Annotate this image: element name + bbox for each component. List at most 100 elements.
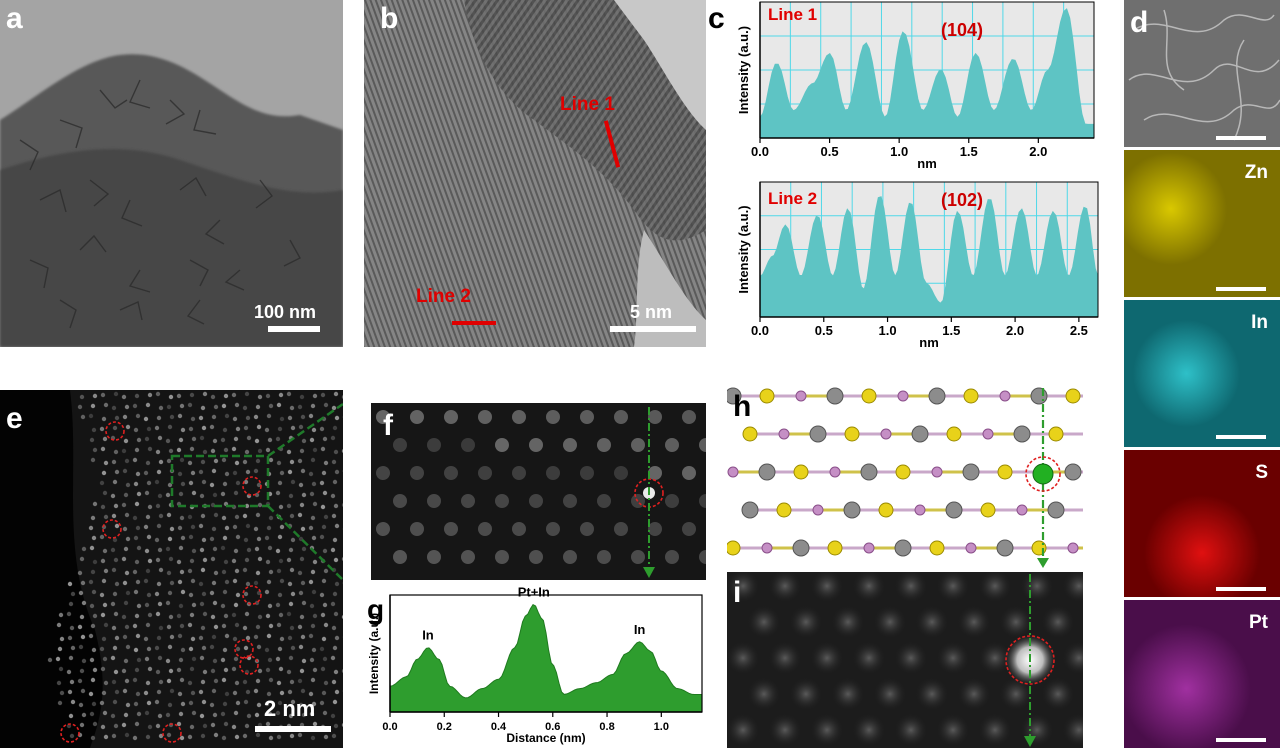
atom-column xyxy=(244,723,250,729)
atom-column xyxy=(99,700,105,706)
atom-column xyxy=(67,581,73,587)
atom-column xyxy=(135,525,141,531)
atom-column xyxy=(133,647,139,653)
atom-column xyxy=(223,667,229,673)
atom-column xyxy=(165,438,171,444)
atom-column xyxy=(79,722,85,728)
x-tick-label: 0.0 xyxy=(751,144,769,159)
atom-column xyxy=(614,522,628,536)
atom-column xyxy=(461,438,475,452)
atom-column xyxy=(301,600,307,606)
atom-column xyxy=(81,712,87,718)
atom-column xyxy=(212,600,218,606)
atom-column xyxy=(331,405,337,411)
simulated-atom xyxy=(1020,713,1054,747)
atom-column xyxy=(135,691,141,697)
haadf-illustration xyxy=(1124,0,1280,147)
atom-column xyxy=(312,721,318,727)
atom-column xyxy=(444,410,458,424)
atom-column xyxy=(133,701,139,707)
panel-c-label: c xyxy=(708,2,725,35)
atom-column xyxy=(232,636,238,642)
panel-b-label: b xyxy=(380,2,399,35)
atom-column xyxy=(309,711,315,717)
line2-legend: Line 2 xyxy=(768,189,817,208)
atom-column xyxy=(495,438,509,452)
atom-column xyxy=(198,581,204,587)
atom-column xyxy=(201,537,207,543)
atom-column xyxy=(253,688,259,694)
atom-column xyxy=(202,391,208,397)
atom-column xyxy=(276,402,282,408)
atom-column xyxy=(123,658,129,664)
atom-column xyxy=(202,557,208,563)
atom-column xyxy=(255,404,261,410)
atom-column xyxy=(275,548,281,554)
atom-column xyxy=(177,691,183,697)
atom-column xyxy=(255,570,261,576)
zn-atom xyxy=(778,428,790,440)
atom-column xyxy=(178,603,184,609)
atom-column xyxy=(221,623,227,629)
atom-column xyxy=(266,691,272,697)
atom-column xyxy=(310,623,316,629)
atom-column xyxy=(312,447,318,453)
panel-g-intensity-profile: 0.0 0.2 0.4 0.6 0.8 1.0 Distance (nm) Intensity… xyxy=(367,585,703,745)
atom-column xyxy=(278,612,284,618)
atom-column xyxy=(223,393,229,399)
atom-column xyxy=(311,647,317,653)
atom-column xyxy=(88,413,94,419)
atom-column xyxy=(143,470,149,476)
atom-column xyxy=(132,403,138,409)
atom-column xyxy=(202,723,208,729)
atom-column xyxy=(275,710,281,716)
atom-column xyxy=(235,700,241,706)
x-tick-label: 1.0 xyxy=(879,323,897,338)
atom-column xyxy=(330,655,336,661)
atom-column xyxy=(286,557,292,563)
atom-column xyxy=(177,579,183,585)
atom-column xyxy=(393,494,407,508)
atom-column xyxy=(199,655,205,661)
atom-column xyxy=(321,636,327,642)
atom-column xyxy=(478,410,492,424)
atom-column xyxy=(123,438,129,444)
atom-column xyxy=(234,460,240,466)
atom-column xyxy=(201,479,207,485)
atom-column xyxy=(200,625,206,631)
atom-column xyxy=(286,391,292,397)
atom-column xyxy=(79,614,85,620)
in-atom xyxy=(727,387,742,405)
atom-column xyxy=(232,470,238,476)
s-atom xyxy=(963,388,979,404)
s-atom xyxy=(742,426,758,442)
atom-column xyxy=(125,702,131,708)
atom-column xyxy=(410,522,424,536)
atom-column xyxy=(330,547,336,553)
atom-column xyxy=(289,625,295,631)
atom-column xyxy=(253,580,259,586)
atom-column xyxy=(200,459,206,465)
atom-column xyxy=(221,677,227,683)
plane-102-annotation: (102) xyxy=(941,190,983,210)
atom-column xyxy=(111,405,117,411)
atom-column xyxy=(614,466,628,480)
atom-column xyxy=(133,427,139,433)
atom-column xyxy=(529,438,543,452)
atom-column xyxy=(132,569,138,575)
atom-column xyxy=(334,635,340,641)
atom-column xyxy=(158,567,164,573)
atom-column xyxy=(155,669,161,675)
simulated-atom xyxy=(727,641,760,675)
simulated-atom xyxy=(768,713,802,747)
atom-column xyxy=(111,625,117,631)
atom-column xyxy=(334,581,340,587)
atom-column xyxy=(478,466,492,480)
atom-column xyxy=(665,438,679,452)
simulated-atom xyxy=(810,572,844,603)
atom-column xyxy=(245,415,251,421)
atom-column xyxy=(243,591,249,597)
atom-column xyxy=(320,504,326,510)
eds-map-s: S xyxy=(1124,450,1280,597)
atom-column xyxy=(320,446,326,452)
